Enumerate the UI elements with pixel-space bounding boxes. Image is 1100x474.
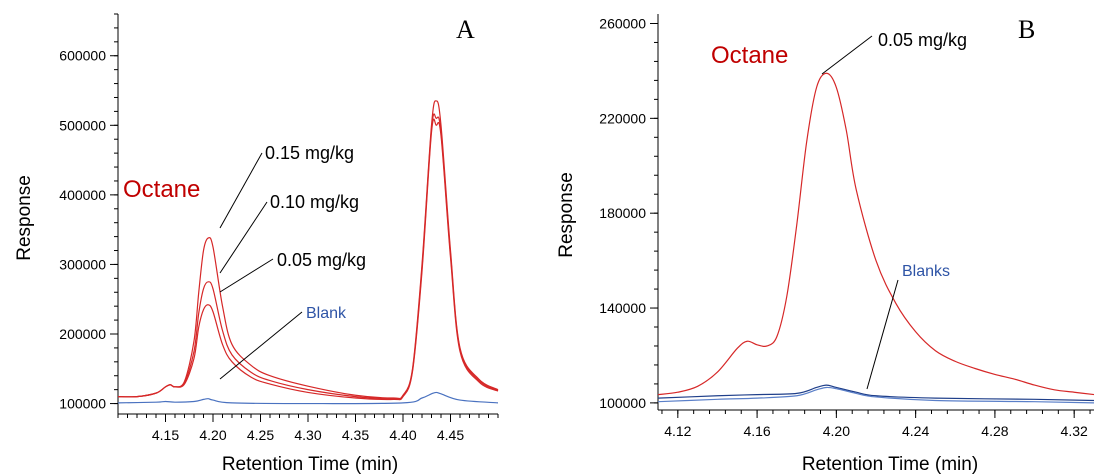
- y-tick-label: 100000: [59, 396, 106, 412]
- panel-a-ticks: 4.15 4.20 4.25 4.30 4.35 4.40 4.45 100000 200000…: [59, 13, 499, 443]
- panel-b-plot-area: [657, 14, 1095, 411]
- y-tick-label: 260000: [599, 15, 646, 31]
- panel-a-plot-area: [117, 14, 499, 415]
- panel-b-ticks: 4.12 4.16 4.20 4.24 4.28 4.32 100000 140000 1800…: [599, 15, 1091, 439]
- x-tick-label: 4.35: [342, 427, 369, 443]
- leader-line-0-15: [219, 152, 263, 229]
- y-tick-label: 140000: [599, 300, 646, 316]
- panel-b-series-line-1: [657, 384, 1095, 402]
- x-tick-label: 4.24: [902, 423, 929, 439]
- panel-a: 4.15 4.20 4.25 4.30 4.35 4.40 4.45 100000 200000…: [14, 13, 499, 474]
- panel-b: 4.12 4.16 4.20 4.24 4.28 4.32 100000 140000 1800…: [556, 14, 1095, 474]
- panel-a-label: A: [456, 15, 475, 44]
- x-tick-label: 4.28: [981, 423, 1008, 439]
- panel-b-xlabel: Retention Time (min): [802, 454, 978, 474]
- y-tick-label: 300000: [59, 256, 106, 272]
- leader-line-0-10: [219, 201, 268, 274]
- x-tick-label: 4.45: [437, 427, 464, 443]
- panel-a-xlabel: Retention Time (min): [222, 454, 398, 474]
- panel-a-series-line-3: [117, 391, 499, 405]
- panel-b-ylabel: Response: [556, 172, 577, 258]
- leader-line-b-0-05: [821, 35, 873, 75]
- panel-a-ylabel: Response: [14, 175, 35, 261]
- x-tick-label: 4.20: [823, 423, 850, 439]
- panel-b-annotation-0-05: 0.05 mg/kg: [878, 30, 967, 50]
- y-tick-label: 180000: [599, 205, 646, 221]
- x-tick-label: 4.15: [152, 427, 179, 443]
- panel-a-annotation-0-15: 0.15 mg/kg: [265, 143, 354, 163]
- x-tick-label: 4.12: [664, 423, 691, 439]
- y-tick-label: 100000: [599, 395, 646, 411]
- x-tick-label: 4.40: [389, 427, 416, 443]
- y-tick-label: 400000: [59, 187, 106, 203]
- panel-a-compound-label: Octane: [123, 176, 200, 203]
- panel-a-annotation-blank: Blank: [306, 305, 347, 322]
- panel-a-series-line-2: [117, 118, 499, 401]
- y-tick-label: 500000: [59, 117, 106, 133]
- x-tick-label: 4.20: [199, 427, 226, 443]
- panel-a-annotation-0-05: 0.05 mg/kg: [277, 250, 366, 270]
- x-tick-label: 4.25: [247, 427, 274, 443]
- panel-b-series-line-2: [657, 386, 1095, 404]
- x-tick-label: 4.16: [743, 423, 770, 439]
- y-tick-label: 220000: [599, 110, 646, 126]
- leader-line-0-05: [219, 258, 274, 293]
- panel-a-annotation-0-10: 0.10 mg/kg: [270, 192, 359, 212]
- panel-b-annotation-blanks: Blanks: [902, 263, 950, 280]
- y-tick-label: 200000: [59, 326, 106, 342]
- x-tick-label: 4.32: [1061, 423, 1088, 439]
- panel-b-label: B: [1018, 15, 1035, 44]
- leader-line-blank: [219, 311, 303, 380]
- panel-b-compound-label: Octane: [711, 42, 788, 69]
- y-tick-label: 600000: [59, 48, 106, 64]
- panel-b-series-line-0: [657, 72, 1095, 396]
- x-tick-label: 4.30: [294, 427, 321, 443]
- leader-line-b-blanks: [866, 279, 899, 390]
